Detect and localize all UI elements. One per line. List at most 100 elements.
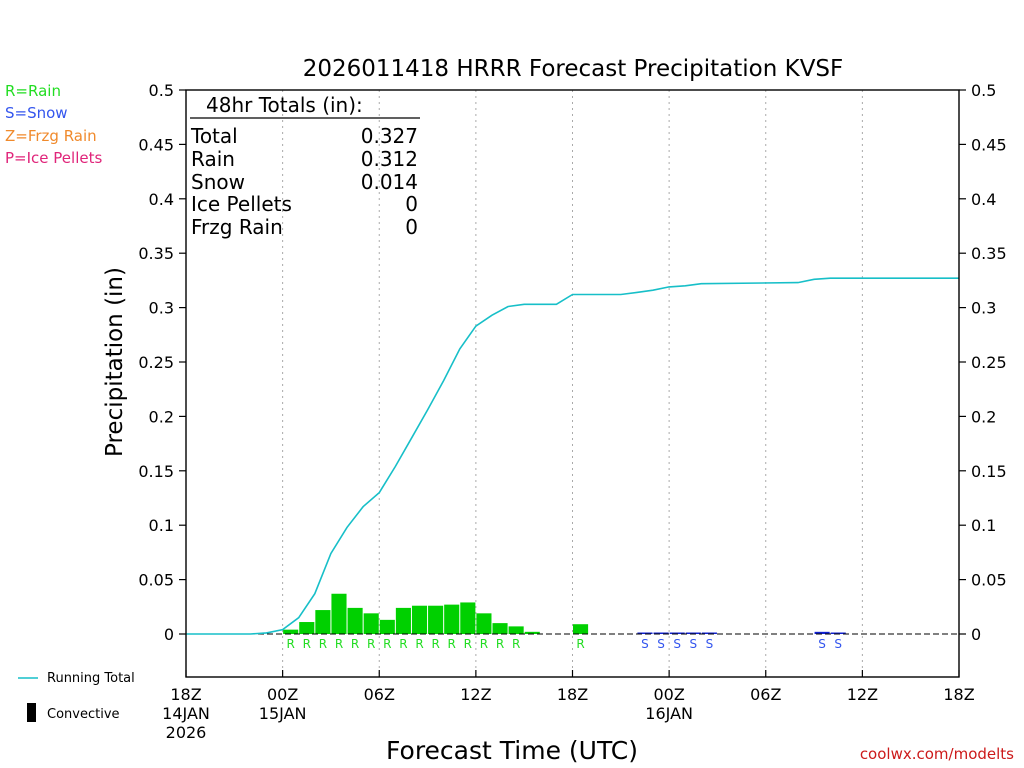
x-tick-label: 12Z: [460, 685, 491, 704]
y-tick-label-left: 0.35: [138, 244, 174, 263]
x-tick-label: 06Z: [364, 685, 395, 704]
convective-legend-swatch: [27, 703, 36, 722]
chart-title: 2026011418 HRRR Forecast Precipitation K…: [303, 56, 844, 82]
y-axes: 0 00.05 0.050.1 0.10.15 0.150.2 0.20.25 0.250.…: [138, 81, 1006, 644]
y-tick-label-left: 0.5: [149, 81, 174, 100]
totals-value-frzg-rain: 0: [405, 215, 418, 239]
precip-bar: [428, 605, 444, 634]
type-legend: R=Rain S=Snow Z=Frzg Rain P=Ice Pellets: [5, 82, 102, 167]
precip-type-marker: R: [335, 637, 343, 651]
y-tick-label-left: 0.2: [149, 407, 174, 426]
y-tick-label-left: 0.3: [149, 299, 174, 318]
precip-type-marker: R: [399, 637, 407, 651]
x-tick-label: 18Z: [557, 685, 588, 704]
totals-value-rain: 0.312: [361, 147, 418, 171]
legend-frzg-rain: Z=Frzg Rain: [5, 127, 97, 145]
precip-bar: [830, 632, 846, 634]
x-tick-label: 14JAN: [162, 704, 210, 723]
precip-type-marker: R: [512, 637, 520, 651]
convective-legend-label: Convective: [47, 707, 120, 722]
totals-label-total: Total: [190, 124, 238, 148]
precip-bar: [411, 605, 428, 634]
precip-type-marker: R: [448, 637, 456, 651]
precip-bar: [444, 604, 460, 634]
y-tick-label-right: 0: [971, 625, 981, 644]
precip-bar: [299, 622, 315, 634]
totals-heading: 48hr Totals (in):: [206, 93, 363, 117]
precip-type-marker: R: [431, 637, 439, 651]
precip-bar: [315, 610, 331, 634]
precip-bar: [283, 629, 299, 634]
vertical-gridlines: [282, 90, 863, 677]
precip-bar: [653, 632, 669, 634]
x-tick-label: 12Z: [847, 685, 878, 704]
totals-value-ice-pellets: 0: [405, 192, 418, 216]
x-axis-label: Forecast Time (UTC): [386, 736, 638, 765]
y-tick-label-right: 0.35: [971, 244, 1007, 263]
precip-bar: [814, 631, 830, 634]
totals-box: 48hr Totals (in): Total 0.327 Rain 0.312…: [190, 93, 420, 239]
precip-bar: [331, 593, 347, 634]
x-tick-label: 2026: [166, 723, 207, 742]
series-legend: Running Total Convective: [18, 671, 135, 722]
y-tick-label-left: 0.4: [149, 190, 174, 209]
precip-bar: [379, 619, 395, 634]
legend-ice-pellets: P=Ice Pellets: [5, 149, 102, 167]
precip-type-marker: R: [415, 637, 423, 651]
y-tick-label-right: 0.15: [971, 462, 1007, 481]
x-tick-label: 06Z: [750, 685, 781, 704]
y-tick-label-left: 0.25: [138, 353, 174, 372]
y-tick-label-left: 0: [164, 625, 174, 644]
precip-type-marker: S: [834, 637, 842, 651]
precip-type-marker: S: [673, 637, 681, 651]
precip-bar: [395, 607, 411, 634]
precip-bar: [637, 632, 653, 634]
precip-type-marker: R: [480, 637, 488, 651]
y-tick-label-right: 0.3: [971, 299, 996, 318]
precip-bar: [701, 632, 717, 634]
y-tick-label-right: 0.45: [971, 135, 1007, 154]
y-tick-label-right: 0.05: [971, 571, 1007, 590]
y-tick-label-right: 0.1: [971, 516, 996, 535]
precip-type-marker: S: [706, 637, 714, 651]
precip-type-marker: R: [351, 637, 359, 651]
y-tick-label-left: 0.45: [138, 135, 174, 154]
y-tick-label-right: 0.4: [971, 190, 996, 209]
precip-type-marker: R: [367, 637, 375, 651]
totals-label-ice-pellets: Ice Pellets: [191, 192, 292, 216]
precip-bar: [685, 632, 701, 634]
credit-text: coolwx.com/modelts: [860, 745, 1014, 763]
x-tick-label: 00Z: [653, 685, 684, 704]
x-tick-label: 16JAN: [645, 704, 693, 723]
precip-type-marker: R: [383, 637, 391, 651]
x-tick-label: 18Z: [170, 685, 201, 704]
precip-type-marker: R: [576, 637, 584, 651]
y-tick-label-left: 0.05: [138, 571, 174, 590]
y-tick-label-right: 0.5: [971, 81, 996, 100]
precip-type-marker: S: [641, 637, 649, 651]
precip-type-marker: R: [319, 637, 327, 651]
totals-label-rain: Rain: [191, 147, 235, 171]
precip-bar: [524, 631, 540, 634]
precip-type-marker: R: [496, 637, 504, 651]
running-total-legend-label: Running Total: [47, 671, 135, 686]
precip-bar: [347, 607, 363, 634]
precip-bar: [508, 626, 524, 634]
y-tick-label-left: 0.1: [149, 516, 174, 535]
y-tick-label-right: 0.25: [971, 353, 1007, 372]
totals-label-snow: Snow: [191, 170, 245, 194]
y-tick-label-right: 0.2: [971, 407, 996, 426]
precip-bar: [460, 602, 476, 634]
legend-rain: R=Rain: [5, 82, 61, 100]
x-tick-label: 15JAN: [259, 704, 307, 723]
x-tick-label: 18Z: [943, 685, 974, 704]
legend-snow: S=Snow: [5, 104, 68, 122]
precip-type-marker: R: [303, 637, 311, 651]
precip-bar: [669, 632, 685, 634]
y-tick-label-left: 0.15: [138, 462, 174, 481]
running-total-line: [186, 277, 959, 635]
x-tick-label: 00Z: [267, 685, 298, 704]
y-axis-label: Precipitation (in): [102, 267, 128, 457]
